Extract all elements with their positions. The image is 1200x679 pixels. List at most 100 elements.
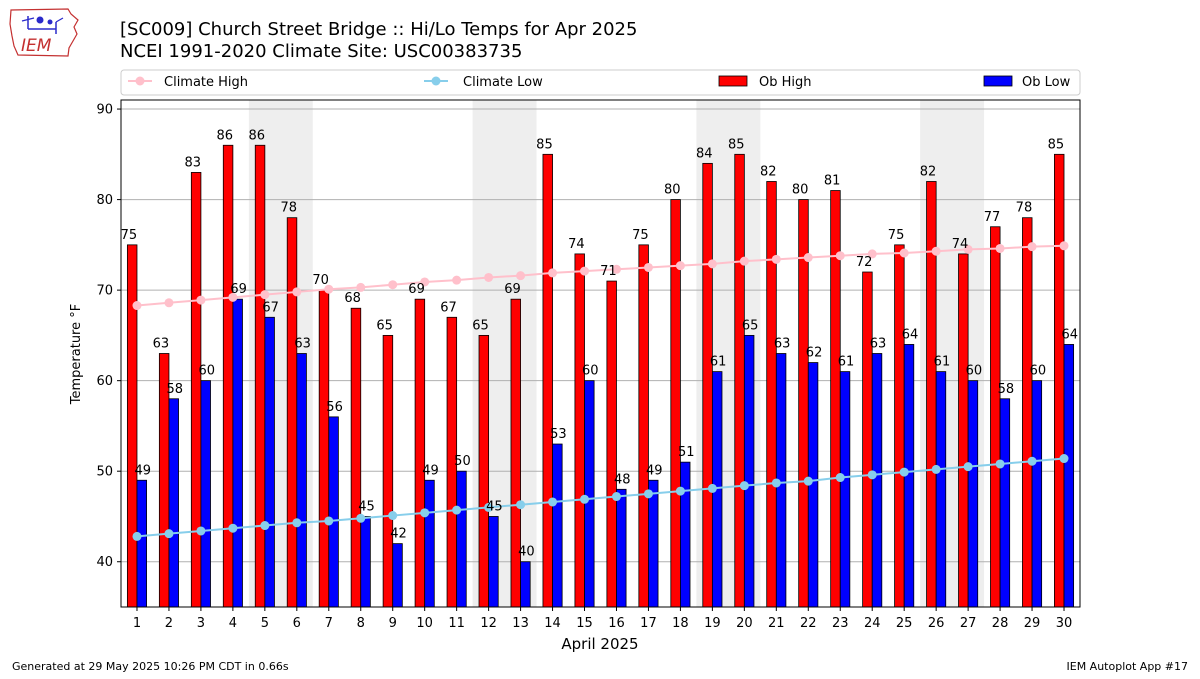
ob-high-value-label: 71 [600,264,617,279]
ob-low-bar [552,443,563,608]
x-tick-label: 8 [357,616,365,631]
climate-low-point [931,464,941,474]
ob-high-value-label: 82 [760,164,777,179]
x-tick-label: 14 [544,616,561,631]
climate-low-line [136,457,1065,538]
climate-high-point [548,268,558,278]
ob-high-bar [318,289,330,608]
ob-high-value-label: 70 [312,273,329,288]
ob-high-value-label: 75 [121,228,138,243]
x-tick-label: 15 [576,616,593,631]
y-tick-label: 80 [96,193,113,208]
ob-high-value-label: 82 [920,164,937,179]
ob-high-value-label: 72 [856,255,873,270]
ob-low-value-label: 67 [262,300,279,315]
ob-low-value-label: 49 [422,463,439,478]
ob-high-bar [478,334,490,608]
climate-high-point [835,251,845,261]
ob-low-bar [584,380,595,608]
ob-low-value-label: 60 [198,364,215,379]
ob-low-bar [743,334,755,608]
ob-low-bar [967,380,979,608]
climate-low-point [739,481,749,491]
x-tick-label: 17 [640,616,657,631]
ob-high-value-label: 65 [472,318,489,333]
ob-high-bar [510,298,521,608]
climate-high-point [963,244,973,254]
x-tick-label: 12 [480,616,497,631]
ob-low-value-label: 58 [166,382,183,397]
climate-high-point [324,284,334,294]
bar-value-labels: 75 63 83 86 86 78 70 68 65 69 67 65 69 85 74 71 75 80 84 85… [121,128,1078,559]
legend-label-ob-high: Ob High [759,75,812,90]
climate-high-point [356,282,366,292]
ob-low-value-label: 60 [1030,364,1047,379]
ob-low-bar [648,479,659,608]
x-tick-label: 26 [928,616,945,631]
climate-high-line [136,244,1065,307]
climate-low-point [1059,454,1069,464]
climate-low-point [132,531,142,541]
ob-high-value-label: 78 [280,201,297,216]
climate-low-point [260,521,270,531]
climate-low-point [324,516,334,526]
ob-high-bar [382,334,394,608]
climate-high-point [452,275,462,285]
climate-high-point [739,256,749,266]
ob-low-value-label: 61 [934,355,951,370]
ob-high-value-label: 69 [504,282,521,297]
ob-low-bar [328,416,339,608]
ob-high-value-label: 83 [185,155,202,170]
climate-high-point [292,287,302,297]
ob-high-bar [1054,153,1065,608]
ob-low-value-label: 58 [998,382,1015,397]
climate-low-point [1027,456,1037,466]
x-tick-label: 28 [992,616,1009,631]
climate-low-point [196,526,206,536]
ob-low-bar [999,398,1011,608]
ob-high-value-label: 77 [984,210,1001,225]
ob-low-bar [232,298,243,608]
climate-low-point [452,505,462,515]
ob-high-bar [862,271,873,608]
climate-low-point [995,459,1005,469]
ob-high-value-label: 74 [952,237,969,252]
ob-high-bar [766,181,777,608]
iem-logo: IEM [9,8,79,57]
climate-high-point [931,246,941,256]
climate-high-point [388,280,398,290]
x-tick-label: 1 [133,616,141,631]
ob-low-value-label: 40 [518,545,535,560]
bar-series [126,144,1075,608]
climate-high-point [196,295,206,305]
ob-low-bar [488,516,499,608]
x-tick-label: 7 [325,616,333,631]
ob-high-bar [542,153,553,608]
legend-label-ob-low: Ob Low [1022,75,1071,90]
climate-low-point [420,508,430,518]
x-tick-label: 19 [704,616,721,631]
ob-high-bar [222,144,234,608]
ob-low-value-label: 64 [902,327,919,342]
x-tick-label: 24 [864,616,881,631]
climate-low-point [580,494,590,504]
x-tick-label: 10 [416,616,433,631]
climate-low-point [867,470,877,480]
plot-frame [120,99,1081,608]
legend-item-ob-high: Ob High [718,75,812,90]
ob-low-bar [264,316,275,608]
ob-low-bar [839,371,851,608]
ob-low-bar [935,371,947,608]
ob-high-bar [926,181,937,608]
climate-low-point [292,518,302,528]
ob-low-value-label: 56 [326,400,343,415]
ob-low-bar [392,543,403,608]
climate-high-point [803,253,813,263]
ob-low-value-label: 63 [774,337,791,352]
ob-high-bar [414,298,426,608]
ob-high-value-label: 65 [376,318,393,333]
climate-high-point [516,271,526,281]
ob-low-bar [424,479,435,608]
ob-low-value-label: 45 [358,499,375,514]
ob-high-bar [702,162,713,608]
